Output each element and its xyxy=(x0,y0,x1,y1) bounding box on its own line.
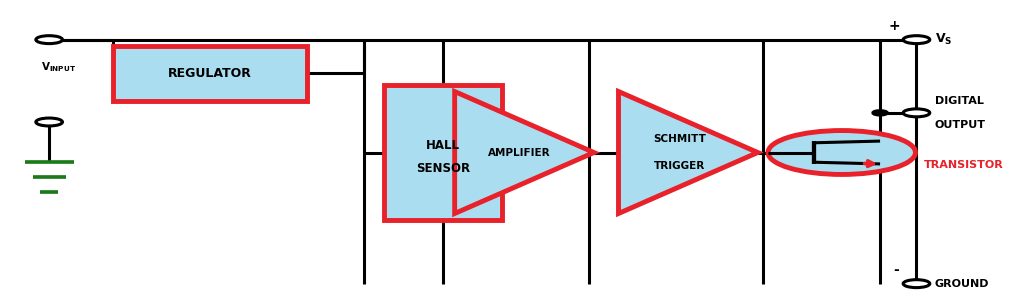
Circle shape xyxy=(903,280,930,288)
Text: -: - xyxy=(893,263,899,277)
Text: GROUND: GROUND xyxy=(935,279,989,289)
Text: TRANSISTOR: TRANSISTOR xyxy=(924,160,1004,170)
Text: $\mathbf{V_{INPUT}}$: $\mathbf{V_{INPUT}}$ xyxy=(41,60,76,74)
Text: +: + xyxy=(888,19,900,33)
FancyBboxPatch shape xyxy=(113,46,307,101)
Circle shape xyxy=(903,36,930,44)
Text: SENSOR: SENSOR xyxy=(416,162,470,175)
Text: HALL: HALL xyxy=(426,139,460,152)
Circle shape xyxy=(36,118,62,126)
Text: DIGITAL: DIGITAL xyxy=(935,96,984,106)
Circle shape xyxy=(768,131,915,174)
Circle shape xyxy=(872,111,887,115)
Polygon shape xyxy=(455,92,594,214)
Text: $\mathbf{V_S}$: $\mathbf{V_S}$ xyxy=(935,32,952,47)
Polygon shape xyxy=(618,92,758,214)
Text: TRIGGER: TRIGGER xyxy=(654,161,706,171)
Text: OUTPUT: OUTPUT xyxy=(935,120,986,130)
Circle shape xyxy=(903,109,930,117)
Text: AMPLIFIER: AMPLIFIER xyxy=(487,148,551,157)
Text: REGULATOR: REGULATOR xyxy=(168,67,252,80)
FancyBboxPatch shape xyxy=(384,85,502,220)
Circle shape xyxy=(36,36,62,44)
Text: SCHMITT: SCHMITT xyxy=(653,134,707,144)
